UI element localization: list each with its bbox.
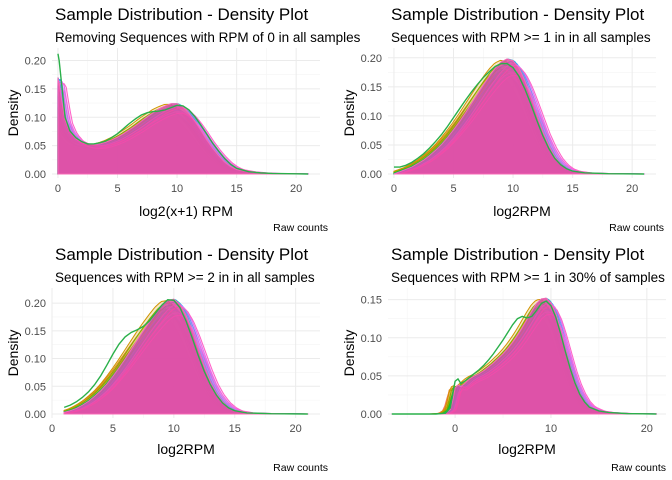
x-tick-label: 20 [290,423,302,435]
chart-title: Sample Distribution - Density Plot [391,245,644,264]
y-tick-label: 0.00 [25,409,46,421]
chart-subtitle: Sequences with RPM >= 1 in 30% of sample… [391,270,665,285]
y-axis-title: Density [341,90,357,137]
chart-caption: Raw counts [609,222,664,234]
x-tick-label: 20 [641,423,653,435]
y-tick-label: 0.00 [361,169,382,181]
chart-subtitle: Removing Sequences with RPM of 0 in all … [55,30,361,45]
x-tick-label: 15 [566,183,578,195]
y-tick-label: 0.20 [361,53,382,65]
y-tick-label: 0.00 [361,409,382,421]
x-axis-title: log2RPM [493,203,551,219]
x-tick-label: 10 [507,183,519,195]
y-axis-title: Density [5,330,21,377]
y-tick-label: 0.05 [25,381,46,393]
highlight-sample-line [391,300,657,415]
highlight-sample-line [63,299,308,415]
y-tick-label: 0.05 [361,140,382,152]
chart-title: Sample Distribution - Density Plot [391,5,644,24]
chart-title: Sample Distribution - Density Plot [55,245,308,264]
x-axis-title: log2(x+1) RPM [139,203,233,219]
x-tick-label: 5 [110,423,116,435]
density-plot-panel-2: 0 5 10 15 20 0.00 0.05 0.10 0.15 0.20 Sample Distr… [341,5,664,234]
density-plot-panel-4: 0 10 20 0.00 0.05 0.10 0.15 Sample Distribution… [341,245,666,474]
y-tick-label: 0.10 [25,354,46,366]
x-tick-label: 10 [168,423,180,435]
y-tick-label: 0.10 [361,111,382,123]
x-tick-label: 15 [230,183,242,195]
chart-subtitle: Sequences with RPM >= 1 in in all sample… [391,30,651,45]
x-tick-label: 5 [450,183,456,195]
x-tick-label: 0 [391,183,397,195]
y-tick-label: 0.10 [361,333,382,345]
highlight-sample-line [57,53,309,175]
x-tick-label: 20 [290,183,302,195]
x-tick-label: 5 [114,183,120,195]
highlight-sample-line [393,62,645,175]
y-tick-label: 0.15 [25,84,46,96]
x-tick-label: 0 [55,183,61,195]
density-plot-panel-3: 0 5 10 15 20 0.00 0.05 0.10 0.15 0.20 Sample Distr… [5,245,328,474]
chart-caption: Raw counts [273,462,328,474]
y-tick-label: 0.20 [25,298,46,310]
y-tick-label: 0.05 [361,371,382,383]
x-tick-label: 0 [49,423,55,435]
x-tick-label: 10 [545,423,557,435]
y-tick-label: 0.00 [25,169,46,181]
y-tick-label: 0.15 [361,82,382,94]
chart-title: Sample Distribution - Density Plot [55,5,308,24]
x-tick-label: 10 [171,183,183,195]
chart-caption: Raw counts [611,462,666,474]
x-tick-label: 0 [452,423,458,435]
chart-subtitle: Sequences with RPM >= 2 in in all sample… [55,270,315,285]
y-axis-title: Density [341,330,357,377]
y-tick-label: 0.05 [25,141,46,153]
chart-caption: Raw counts [273,222,328,234]
x-tick-label: 15 [229,423,241,435]
x-axis-title: log2RPM [157,441,215,457]
y-tick-label: 0.15 [361,295,382,307]
mean-density-area [63,298,308,415]
density-plot-panel-1: 0 5 10 15 20 0.00 0.05 0.10 0.15 0.20 Sample Distr… [5,5,361,234]
y-tick-label: 0.15 [25,326,46,338]
y-tick-label: 0.10 [25,112,46,124]
y-axis-title: Density [5,90,21,137]
y-tick-label: 0.20 [25,56,46,68]
x-axis-title: log2RPM [498,441,556,457]
x-tick-label: 20 [626,183,638,195]
